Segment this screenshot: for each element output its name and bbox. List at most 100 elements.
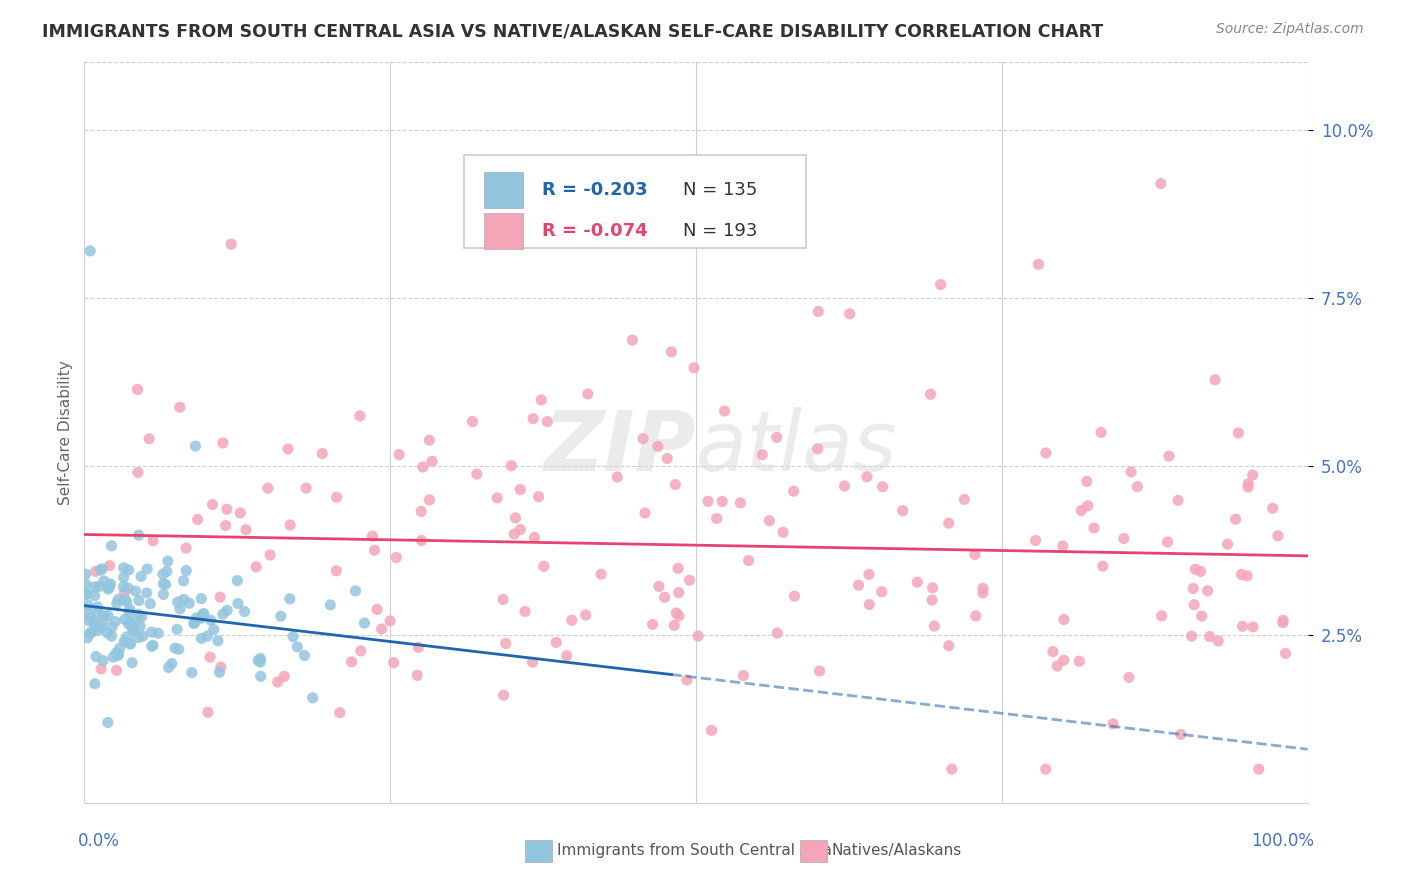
- Point: [226, 574, 249, 588]
- Point: [278, 591, 301, 606]
- Point: [156, 554, 179, 568]
- Point: [1167, 493, 1189, 508]
- Point: [235, 523, 257, 537]
- Point: [117, 563, 139, 577]
- Point: [249, 651, 271, 665]
- Point: [1272, 613, 1295, 627]
- Point: [657, 451, 679, 466]
- Point: [1274, 647, 1296, 661]
- Point: [128, 631, 150, 645]
- Point: [509, 523, 531, 537]
- Point: [249, 669, 271, 683]
- Point: [112, 634, 135, 648]
- Point: [97, 608, 120, 623]
- Text: 0.0%: 0.0%: [79, 832, 120, 850]
- Point: [1197, 583, 1219, 598]
- Point: [122, 624, 145, 639]
- Point: [1069, 654, 1091, 668]
- Point: [273, 669, 295, 683]
- Point: [166, 595, 188, 609]
- Point: [190, 591, 212, 606]
- Point: [93, 608, 115, 623]
- Point: [325, 490, 347, 504]
- Point: [555, 648, 578, 663]
- Point: [174, 564, 197, 578]
- Point: [872, 480, 894, 494]
- Point: [406, 668, 429, 682]
- Point: [523, 530, 546, 544]
- Point: [1035, 446, 1057, 460]
- Point: [575, 608, 598, 623]
- Point: [924, 619, 946, 633]
- Point: [678, 573, 700, 587]
- Point: [114, 592, 136, 607]
- Point: [856, 470, 879, 484]
- Point: [697, 494, 720, 508]
- Point: [1184, 562, 1206, 576]
- Point: [84, 580, 107, 594]
- Point: [179, 596, 201, 610]
- Point: [366, 602, 388, 616]
- Point: [211, 607, 233, 622]
- Point: [963, 548, 986, 562]
- Point: [920, 387, 942, 401]
- Point: [139, 597, 162, 611]
- Point: [107, 648, 129, 663]
- Point: [107, 648, 129, 662]
- Point: [169, 401, 191, 415]
- Point: [492, 592, 515, 607]
- Point: [267, 675, 290, 690]
- Point: [527, 490, 550, 504]
- Point: [114, 612, 136, 626]
- Point: [141, 640, 163, 654]
- Point: [1182, 582, 1205, 596]
- Point: [938, 639, 960, 653]
- Text: ZIP: ZIP: [543, 407, 696, 488]
- Point: [132, 629, 155, 643]
- Point: [634, 506, 657, 520]
- Point: [938, 516, 960, 531]
- Point: [344, 583, 367, 598]
- Point: [184, 615, 207, 630]
- Point: [128, 593, 150, 607]
- Point: [193, 607, 215, 621]
- Point: [1182, 598, 1205, 612]
- Point: [202, 623, 225, 637]
- Point: [121, 620, 143, 634]
- Point: [160, 657, 183, 671]
- Point: [807, 442, 830, 456]
- Point: [249, 655, 271, 669]
- Point: [167, 642, 190, 657]
- Point: [294, 648, 316, 663]
- Point: [1077, 499, 1099, 513]
- Point: [412, 460, 434, 475]
- Point: [107, 592, 129, 607]
- Point: [711, 494, 734, 508]
- Point: [378, 614, 401, 628]
- Point: [90, 620, 112, 634]
- Point: [190, 632, 212, 646]
- Point: [782, 484, 804, 499]
- Point: [122, 624, 145, 638]
- Point: [418, 433, 440, 447]
- Point: [112, 570, 135, 584]
- Point: [522, 411, 544, 425]
- Point: [807, 304, 830, 318]
- Point: [209, 590, 232, 604]
- Point: [1198, 630, 1220, 644]
- Point: [83, 617, 105, 632]
- Point: [91, 654, 114, 668]
- Text: 100.0%: 100.0%: [1251, 832, 1313, 850]
- Point: [117, 581, 139, 595]
- Point: [700, 723, 723, 738]
- Point: [730, 496, 752, 510]
- Point: [941, 762, 963, 776]
- Point: [165, 641, 187, 656]
- Point: [1206, 634, 1229, 648]
- Point: [141, 625, 163, 640]
- Point: [621, 333, 644, 347]
- Point: [758, 514, 780, 528]
- Point: [905, 575, 928, 590]
- Point: [83, 589, 105, 603]
- FancyBboxPatch shape: [484, 213, 523, 249]
